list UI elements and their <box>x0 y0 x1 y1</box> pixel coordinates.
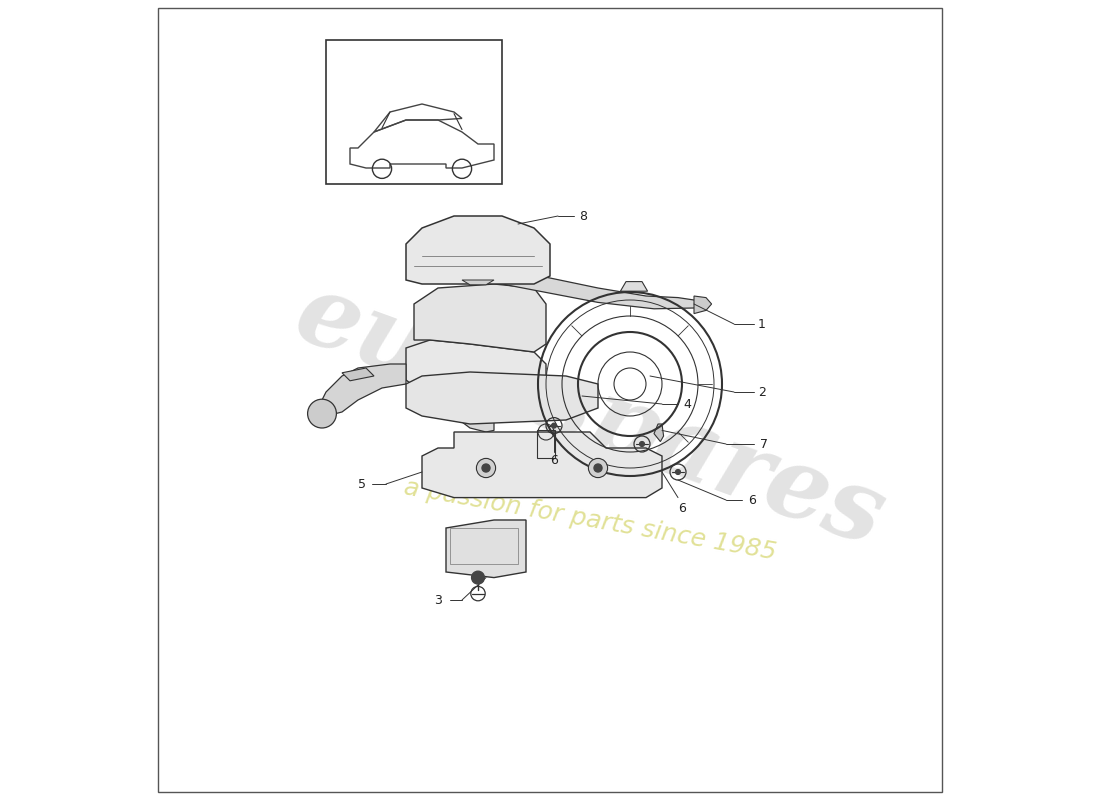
Text: 4: 4 <box>684 398 692 410</box>
Circle shape <box>639 442 645 446</box>
Polygon shape <box>620 477 648 486</box>
Text: a passion for parts since 1985: a passion for parts since 1985 <box>402 475 778 565</box>
Polygon shape <box>620 282 648 291</box>
Text: eurospares: eurospares <box>283 265 898 567</box>
Text: 2: 2 <box>758 386 766 398</box>
Polygon shape <box>486 268 702 309</box>
Polygon shape <box>406 216 550 284</box>
Circle shape <box>588 458 607 478</box>
Bar <box>326 40 502 184</box>
Text: 5: 5 <box>358 478 366 490</box>
Polygon shape <box>318 364 406 416</box>
Circle shape <box>476 458 496 478</box>
Text: 3: 3 <box>434 594 442 606</box>
Circle shape <box>472 571 484 584</box>
Polygon shape <box>438 400 494 432</box>
Text: 7: 7 <box>760 438 769 450</box>
Text: 6: 6 <box>550 454 558 466</box>
Text: 6: 6 <box>678 502 686 514</box>
Polygon shape <box>446 520 526 578</box>
Circle shape <box>482 464 490 472</box>
Polygon shape <box>522 364 546 400</box>
Circle shape <box>675 470 681 474</box>
Text: 1: 1 <box>758 318 766 330</box>
Bar <box>537 430 554 458</box>
Circle shape <box>308 399 337 428</box>
Polygon shape <box>422 432 662 498</box>
Polygon shape <box>342 368 374 381</box>
Text: 6: 6 <box>748 494 756 506</box>
Circle shape <box>594 464 602 472</box>
Polygon shape <box>654 424 663 442</box>
Circle shape <box>551 423 557 428</box>
Polygon shape <box>414 284 546 352</box>
Bar <box>450 528 518 564</box>
Text: 8: 8 <box>580 210 587 222</box>
Polygon shape <box>406 340 546 404</box>
Polygon shape <box>462 280 494 285</box>
Polygon shape <box>694 296 712 314</box>
Polygon shape <box>406 372 598 424</box>
